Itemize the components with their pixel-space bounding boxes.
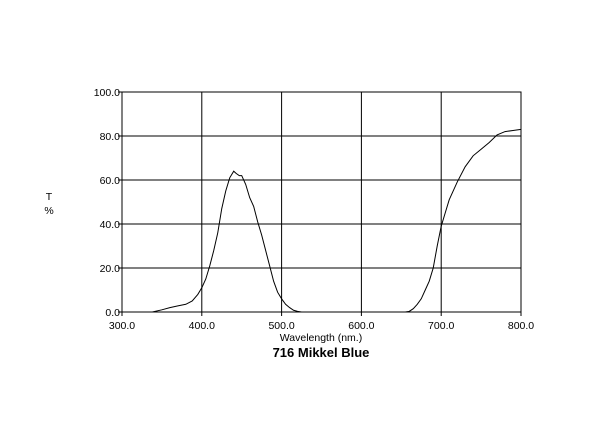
x-tick-label: 600.0	[348, 320, 374, 332]
x-tick-label: 800.0	[508, 320, 534, 332]
plot-frame	[121, 91, 522, 313]
x-tick-label: 300.0	[109, 320, 135, 332]
x-tick-label: 700.0	[428, 320, 454, 332]
y-axis-label-percent: %	[44, 205, 53, 217]
x-tick-label: 400.0	[189, 320, 215, 332]
x-axis-label: Wavelength (nm.)	[280, 332, 362, 344]
x-tick-label: 500.0	[268, 320, 294, 332]
y-tick-label: 80.0	[100, 131, 121, 143]
gridlines	[118, 91, 522, 316]
y-tick-label: 60.0	[100, 175, 121, 187]
series-line	[152, 128, 522, 313]
chart-title: 716 Mikkel Blue	[273, 345, 370, 360]
y-tick-label: 100.0	[94, 87, 120, 99]
x-tick-labels: 300.0 400.0 500.0 600.0 700.0 800.0	[109, 320, 534, 332]
y-tick-labels: 0.0 20.0 40.0 60.0 80.0 100.0	[94, 87, 120, 319]
y-tick-label: 0.0	[105, 307, 120, 319]
y-tick-label: 40.0	[100, 219, 121, 231]
y-tick-label: 20.0	[100, 263, 121, 275]
y-axis-label-t: T	[46, 191, 53, 203]
